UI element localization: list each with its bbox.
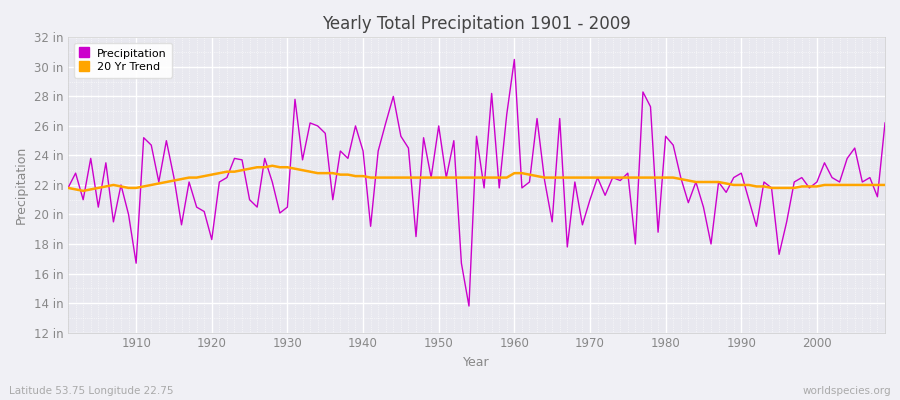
Legend: Precipitation, 20 Yr Trend: Precipitation, 20 Yr Trend xyxy=(74,43,172,78)
Y-axis label: Precipitation: Precipitation xyxy=(15,146,28,224)
Text: worldspecies.org: worldspecies.org xyxy=(803,386,891,396)
Text: Latitude 53.75 Longitude 22.75: Latitude 53.75 Longitude 22.75 xyxy=(9,386,174,396)
Title: Yearly Total Precipitation 1901 - 2009: Yearly Total Precipitation 1901 - 2009 xyxy=(322,15,631,33)
X-axis label: Year: Year xyxy=(464,356,490,369)
